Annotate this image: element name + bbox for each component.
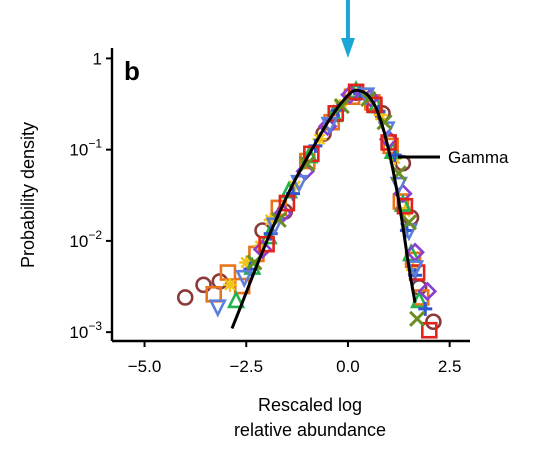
data-point-asterisk <box>239 255 254 270</box>
data-point-circle <box>195 276 212 294</box>
data-point-inv-triangle <box>290 174 309 194</box>
data-point-diamond <box>417 281 438 302</box>
x-tick-label: −2.5 <box>229 357 263 376</box>
data-point-circle <box>176 289 194 306</box>
x-ticks: −5.0 −2.5 0.0 2.5 <box>128 341 462 376</box>
x-axis-title-line1: Rescaled log <box>258 395 362 415</box>
x-tick-label: −5.0 <box>128 357 162 376</box>
data-point-asterisk <box>373 107 388 122</box>
arrow-head <box>340 38 355 58</box>
y-tick-label: 1 <box>93 49 102 68</box>
data-point-circle <box>425 313 442 331</box>
y-ticks: 1 10−1 10−2 10−3 <box>69 49 112 342</box>
y-tick-label: 10−3 <box>69 319 102 342</box>
data-point-square <box>396 197 414 215</box>
data-point-triangle <box>226 290 246 309</box>
x-axis-title-line2: relative abundance <box>234 420 386 440</box>
data-point-asterisk <box>288 178 303 193</box>
panel-label: b <box>124 56 140 86</box>
data-point-square <box>366 96 383 114</box>
data-point-diamond <box>252 239 273 260</box>
data-point-inv-triangle <box>399 223 419 242</box>
legend-label-gamma: Gamma <box>448 148 509 167</box>
data-point-square <box>258 235 275 253</box>
data-point-plus <box>418 301 433 316</box>
data-point-asterisk <box>222 277 237 292</box>
data-point-square <box>421 321 438 339</box>
data-point-inv-triangle <box>208 299 227 318</box>
y-axis-title: Probability density <box>18 122 38 268</box>
data-point-square <box>219 264 237 281</box>
gamma-fit-curve <box>230 88 417 329</box>
x-tick-label: 0.0 <box>336 357 360 376</box>
data-point-inv-triangle <box>405 260 425 279</box>
data-point-inv-triangle <box>235 269 254 289</box>
y-tick-label: 10−1 <box>69 137 102 160</box>
legend: Gamma <box>398 148 509 167</box>
data-point-diamond <box>340 84 360 105</box>
data-point-cross <box>409 310 426 327</box>
x-tick-label: 2.5 <box>438 357 462 376</box>
data-points <box>176 80 442 339</box>
peak-arrow <box>340 0 355 58</box>
y-tick-label: 10−2 <box>69 228 102 251</box>
